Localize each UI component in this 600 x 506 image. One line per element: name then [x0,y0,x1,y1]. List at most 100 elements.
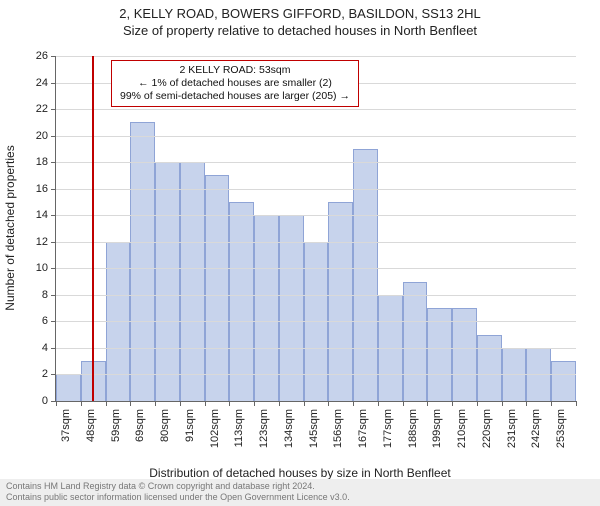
y-tick-label: 20 [36,130,48,142]
y-tick [51,136,56,137]
x-tick [427,401,428,406]
x-tick-label: 113sqm [233,409,245,447]
y-tick-label: 18 [36,156,48,168]
x-tick-label: 37sqm [60,409,72,442]
annotation-line1: 2 KELLY ROAD: 53sqm [120,64,350,77]
x-tick-label: 167sqm [357,409,369,448]
histogram-bar [254,215,279,401]
footer-attribution: Contains HM Land Registry data © Crown c… [0,479,600,506]
footer-line1: Contains HM Land Registry data © Crown c… [6,481,594,492]
histogram-bar [155,162,180,401]
histogram-bar [130,122,155,401]
x-tick-label: 134sqm [283,409,295,448]
histogram-bar [328,202,353,401]
annotation-line2: ← 1% of detached houses are smaller (2) [120,77,350,90]
histogram-bar [56,374,81,401]
x-axis-title: Distribution of detached houses by size … [0,466,600,480]
x-tick [56,401,57,406]
histogram-bar [229,202,254,401]
grid-line [56,321,576,322]
y-tick-label: 6 [42,315,48,327]
histogram-bar [551,361,576,401]
x-tick-label: 145sqm [308,409,320,448]
y-tick [51,109,56,110]
grid-line [56,348,576,349]
histogram-bar [403,282,428,401]
y-tick-label: 22 [36,103,48,115]
y-tick [51,374,56,375]
histogram-chart: 02468101214161820222426 37sqm48sqm59sqm6… [55,56,576,402]
x-tick-label: 156sqm [332,409,344,448]
reference-marker-line [92,56,94,401]
footer-line2: Contains public sector information licen… [6,492,594,503]
x-tick [304,401,305,406]
x-tick-label: 199sqm [431,409,443,448]
y-tick [51,268,56,269]
x-tick [155,401,156,406]
x-tick-label: 123sqm [258,409,270,448]
y-tick-label: 12 [36,236,48,248]
histogram-bar [205,175,230,401]
x-tick-label: 253sqm [555,409,567,448]
y-tick [51,321,56,322]
x-tick [180,401,181,406]
y-tick-label: 8 [42,289,48,301]
x-tick [328,401,329,406]
x-tick [353,401,354,406]
histogram-bar [279,215,304,401]
page-title-line2: Size of property relative to detached ho… [0,23,600,38]
x-tick [576,401,577,406]
y-tick-label: 26 [36,50,48,62]
x-tick [254,401,255,406]
grid-line [56,162,576,163]
x-tick [551,401,552,406]
y-tick [51,215,56,216]
grid-line [56,56,576,57]
x-tick-label: 231sqm [506,409,518,448]
grid-line [56,268,576,269]
histogram-bar [477,335,502,401]
x-tick-label: 188sqm [407,409,419,448]
annotation-box: 2 KELLY ROAD: 53sqm ← 1% of detached hou… [111,60,359,107]
histogram-bar [180,162,205,401]
y-tick-label: 2 [42,368,48,380]
x-tick-label: 242sqm [530,409,542,448]
x-tick [526,401,527,406]
histogram-bar [353,149,378,401]
y-tick [51,242,56,243]
y-tick-label: 4 [42,342,48,354]
grid-line [56,374,576,375]
x-tick [477,401,478,406]
x-tick-label: 69sqm [134,409,146,442]
y-tick [51,189,56,190]
grid-line [56,215,576,216]
y-tick [51,56,56,57]
x-tick-label: 91sqm [184,409,196,442]
y-tick [51,348,56,349]
x-tick [130,401,131,406]
y-tick-label: 24 [36,77,48,89]
annotation-line3: 99% of semi-detached houses are larger (… [120,90,350,103]
x-tick [279,401,280,406]
x-tick [403,401,404,406]
x-tick [106,401,107,406]
page-title-line1: 2, KELLY ROAD, BOWERS GIFFORD, BASILDON,… [0,6,600,21]
x-tick-label: 48sqm [85,409,97,442]
x-tick [452,401,453,406]
x-tick [205,401,206,406]
y-tick [51,295,56,296]
x-tick [229,401,230,406]
x-tick-label: 210sqm [456,409,468,448]
grid-line [56,295,576,296]
y-tick-label: 14 [36,209,48,221]
grid-line [56,242,576,243]
grid-line [56,189,576,190]
x-tick-label: 220sqm [481,409,493,448]
y-axis-title: Number of detached properties [3,145,17,310]
y-tick-label: 16 [36,183,48,195]
x-tick [378,401,379,406]
x-tick-label: 80sqm [159,409,171,442]
x-tick-label: 177sqm [382,409,394,448]
y-tick [51,83,56,84]
x-tick-label: 59sqm [110,409,122,442]
